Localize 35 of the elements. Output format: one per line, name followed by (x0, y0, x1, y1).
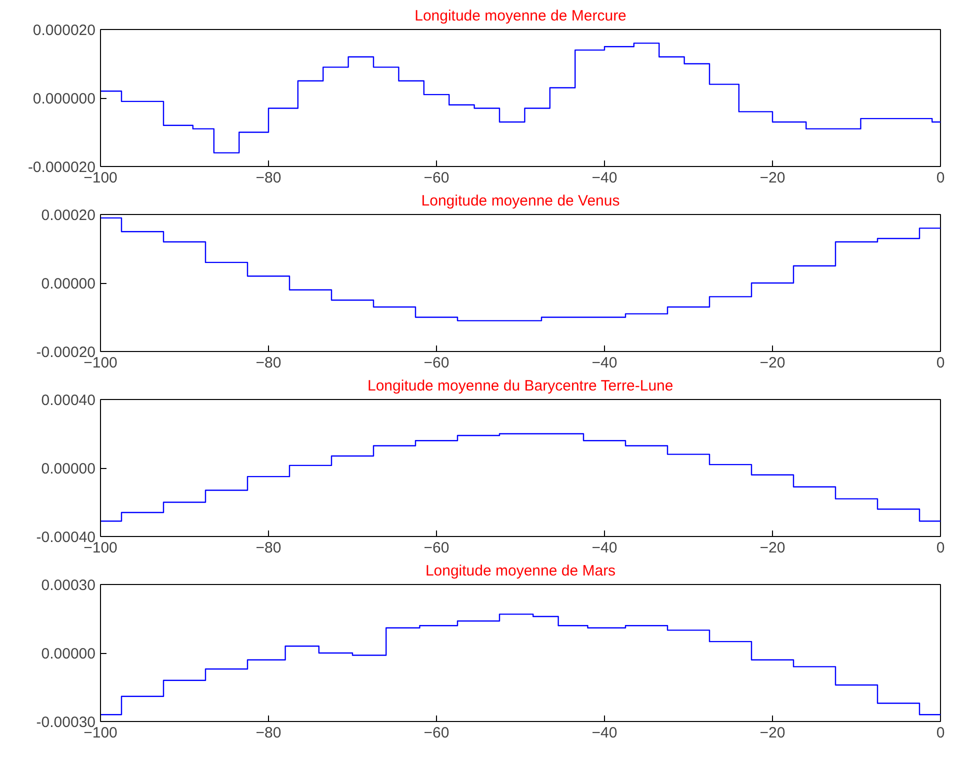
y-tick-label: 0.00030 (41, 577, 96, 594)
chart-title: Longitude moyenne de Mercure (414, 8, 626, 24)
x-tick-label: −60 (424, 540, 450, 556)
y-tick-label: 0.000020 (32, 22, 96, 39)
y-tick-label: -0.00040 (36, 529, 96, 546)
x-tick-label: −80 (256, 540, 282, 556)
y-tick-label: 0.000000 (32, 90, 96, 108)
x-tick-label: −20 (760, 540, 786, 556)
x-tick-label: −80 (256, 354, 282, 372)
y-tick-label: -0.00020 (36, 344, 96, 361)
x-tick-label: −60 (424, 724, 450, 742)
y-tick-label: 0.00000 (41, 276, 96, 292)
x-tick-label: −40 (592, 540, 618, 556)
x-tick-label: 0 (936, 170, 945, 186)
chart-title: Longitude moyenne de Mars (425, 562, 616, 580)
x-tick-label: −40 (592, 170, 618, 186)
x-tick-label: −40 (592, 354, 618, 372)
x-tick-label: −80 (256, 724, 282, 742)
chart-title: Longitude moyenne de Venus (421, 192, 620, 210)
y-tick-label: -0.00030 (36, 714, 96, 731)
x-tick-label: −20 (760, 170, 786, 186)
x-tick-label: 0 (936, 354, 945, 372)
x-tick-label: −20 (760, 354, 786, 372)
x-tick-label: −60 (424, 354, 450, 372)
x-tick-label: 0 (936, 724, 945, 742)
x-tick-label: −60 (424, 170, 450, 186)
y-tick-label: 0.00000 (41, 460, 96, 478)
y-tick-label: 0.00000 (41, 646, 96, 662)
x-tick-label: −80 (256, 170, 282, 186)
x-tick-label: −40 (592, 724, 618, 742)
y-tick-label: 0.00020 (41, 207, 96, 224)
y-tick-label: 0.00040 (41, 392, 96, 409)
chart-title: Longitude moyenne du Barycentre Terre-Lune (367, 378, 674, 394)
x-tick-label: 0 (936, 540, 945, 556)
x-tick-label: −20 (760, 724, 786, 742)
